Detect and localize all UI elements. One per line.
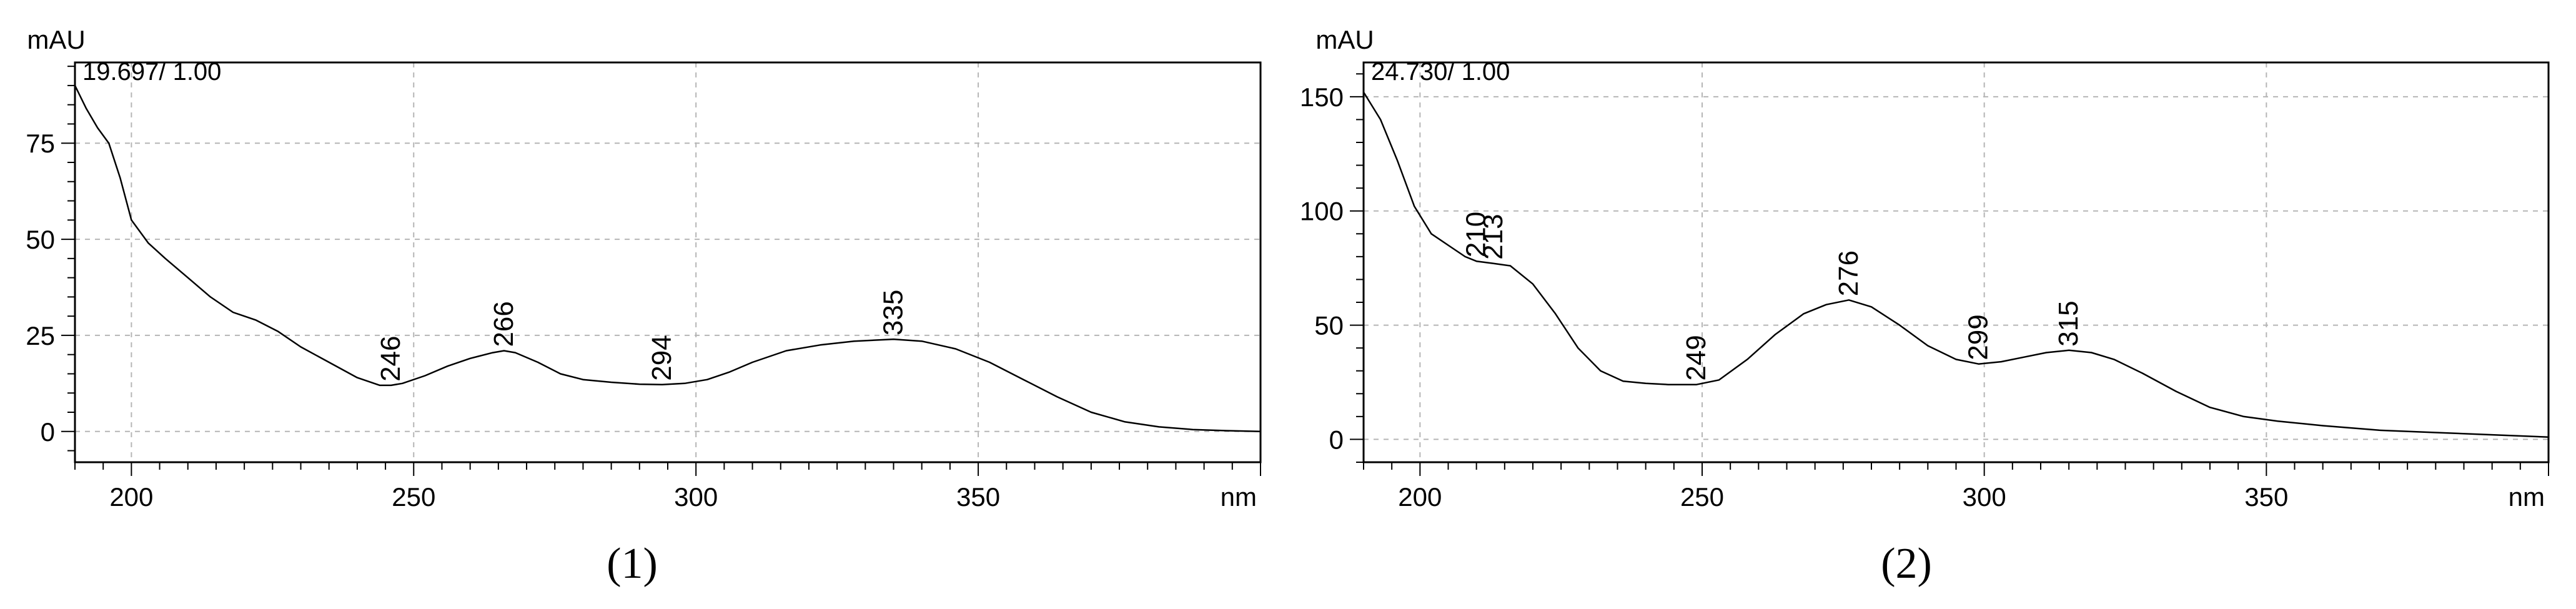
peak-label: 249 <box>1681 335 1712 380</box>
peak-label: 335 <box>878 290 909 335</box>
retention-time-annotation: 24.730/ 1.00 <box>1371 58 1510 86</box>
x-tick-label: 350 <box>2244 482 2288 512</box>
panel-caption: (2) <box>1881 540 1932 588</box>
chart-panel-2: 200 250 300 350 0 50 100 150 mAU nm 24.730/ 1.00 21… <box>1300 25 2550 588</box>
x-tick-label: 350 <box>956 482 1000 512</box>
plot-frame <box>74 61 1262 463</box>
spectrum-line <box>74 84 1262 433</box>
peak-label: 210 <box>1461 212 1492 257</box>
retention-time-annotation: 19.697/ 1.00 <box>82 58 221 86</box>
x-tick-label: 300 <box>674 482 718 512</box>
y-axis-unit-label: mAU <box>1315 25 1374 54</box>
panel-caption: (1) <box>607 540 658 588</box>
plot-frame <box>1362 61 2550 463</box>
peak-label: 315 <box>2053 300 2084 346</box>
peak-label: 299 <box>1963 314 1994 360</box>
x-tick-label: 200 <box>109 482 153 512</box>
x-tick-label: 300 <box>1963 482 2006 512</box>
y-axis-unit-label: mAU <box>27 25 85 54</box>
y-tick-label: 0 <box>1329 425 1344 454</box>
peak-label: 266 <box>488 301 519 347</box>
y-tick-label: 50 <box>1314 311 1344 340</box>
y-tick-label: 75 <box>26 129 55 158</box>
x-axis-unit-label: nm <box>1221 482 1257 512</box>
peak-label: 276 <box>1833 250 1864 296</box>
peak-label: 294 <box>646 335 677 380</box>
chart-panel-1: 200 250 300 350 0 25 50 75 mAU nm 19.697/ 1.00 246 2… <box>26 25 1262 588</box>
y-tick-label: 0 <box>41 417 55 447</box>
x-tick-label: 200 <box>1398 482 1442 512</box>
y-tick-label: 50 <box>26 225 55 254</box>
peak-label: 213 <box>1478 214 1508 259</box>
peak-label: 246 <box>375 336 406 382</box>
y-tick-label: 100 <box>1300 197 1344 226</box>
x-axis-unit-label: nm <box>2509 482 2545 512</box>
y-tick-label: 25 <box>26 321 55 350</box>
x-tick-label: 250 <box>1680 482 1724 512</box>
spectrum-line <box>1362 91 2550 438</box>
x-tick-label: 250 <box>392 482 435 512</box>
y-tick-label: 150 <box>1300 82 1344 112</box>
